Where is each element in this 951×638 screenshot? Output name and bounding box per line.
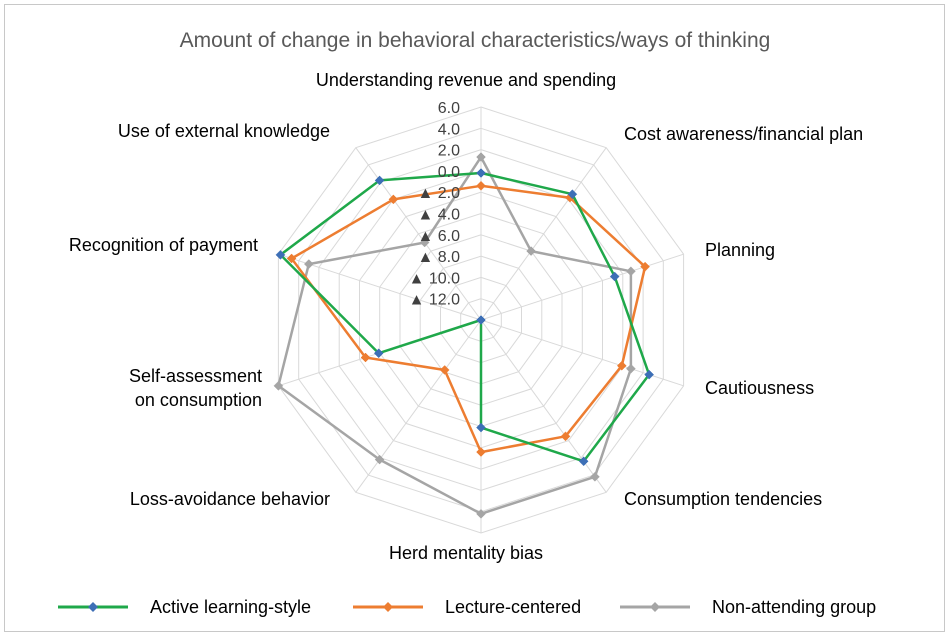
grid-spoke	[480, 253, 684, 321]
category-label-line2: on consumption	[135, 390, 262, 410]
series-marker	[590, 471, 600, 482]
series-marker	[439, 365, 450, 375]
tick-label: ▲ 8.0	[417, 249, 460, 266]
series-marker	[626, 266, 636, 277]
grid-spoke	[355, 319, 482, 493]
grid-spoke	[355, 147, 482, 321]
series-marker	[626, 363, 636, 374]
series-marker	[374, 175, 385, 186]
series-marker	[560, 431, 571, 442]
category-label: Planning	[705, 240, 775, 260]
tick-label: 0.0	[438, 164, 460, 181]
tick-label: ▲ 10.0	[409, 270, 461, 287]
legend-marker	[383, 602, 393, 612]
series-marker	[303, 259, 314, 269]
category-label: Cost awareness/financial plan	[624, 124, 863, 144]
series-marker	[644, 369, 654, 380]
axis-ticks: 6.0 4.0 2.0 0.0 ▲ 2.0 ▲ 4.0 ▲ 6.0 ▲ 8.0 ▲ 10.0 ▲ …	[409, 100, 461, 309]
grid-spoke	[480, 147, 607, 321]
legend-label: Non-attending group	[712, 597, 876, 617]
category-label: Understanding revenue and spending	[316, 70, 616, 90]
legend: Active learning-style Lecture-centered Non…	[58, 597, 876, 617]
series-marker	[286, 253, 297, 264]
series-marker	[476, 447, 486, 457]
series-marker	[567, 189, 578, 200]
series-marker	[476, 180, 486, 191]
category-label: Recognition of payment	[69, 235, 258, 255]
chart-title: Amount of change in behavioral character…	[180, 29, 771, 52]
grid-spoke	[480, 319, 607, 493]
series-marker	[476, 152, 486, 162]
tick-label: ▲ 12.0	[409, 292, 461, 309]
category-label: Loss-avoidance behavior	[130, 489, 330, 509]
tick-label: 6.0	[438, 100, 460, 117]
series-marker	[476, 315, 486, 325]
category-label: Self-assessment	[129, 366, 262, 386]
series-marker	[273, 380, 284, 391]
legend-marker	[88, 602, 98, 612]
category-label: Herd mentality bias	[389, 543, 543, 563]
category-label: Cautiousness	[705, 378, 814, 398]
series-marker	[374, 454, 385, 465]
tick-label: 2.0	[438, 143, 460, 160]
category-label: Consumption tendencies	[624, 489, 822, 509]
series-marker	[526, 246, 536, 256]
legend-label: Active learning-style	[150, 597, 311, 617]
series-marker	[609, 271, 620, 282]
series-marker	[275, 249, 286, 260]
series-marker	[360, 352, 371, 363]
series-marker	[616, 360, 627, 371]
series-marker	[419, 237, 430, 248]
category-labels: Understanding revenue and spending Cost …	[69, 70, 863, 563]
series-marker	[640, 261, 650, 272]
series-layer	[273, 152, 654, 519]
series-marker	[373, 348, 384, 359]
legend-marker	[650, 602, 660, 612]
series-marker	[388, 194, 399, 205]
tick-label: ▲ 4.0	[417, 207, 460, 224]
tick-label: 4.0	[438, 121, 460, 138]
series-marker	[476, 422, 486, 433]
legend-label: Lecture-centered	[445, 597, 581, 617]
series-marker	[476, 508, 486, 519]
series-marker	[578, 456, 589, 467]
category-label: Use of external knowledge	[118, 121, 330, 141]
tick-label: ▲ 2.0	[417, 185, 460, 202]
tick-label: ▲ 6.0	[417, 228, 460, 245]
series-marker	[476, 168, 486, 178]
